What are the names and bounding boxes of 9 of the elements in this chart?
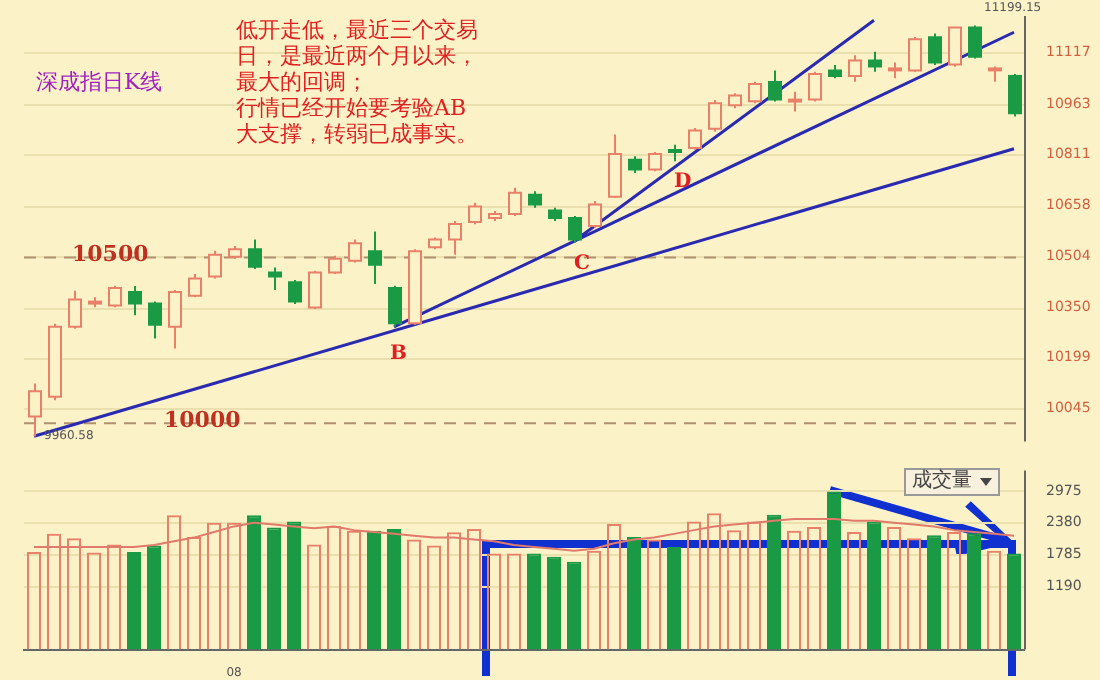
annotation: 成交量	[912, 470, 972, 494]
ref-line-label: 10000	[164, 407, 242, 434]
annotation: B	[390, 343, 407, 366]
annotation: C	[574, 253, 590, 276]
annotation: 低开走低，最近三个交易日，是最近两个月以来，最大的回调；	[236, 16, 478, 95]
ref-line-label: 10500	[72, 241, 150, 268]
annotation: 行情已经开始要考验AB大支撑，转弱已成事实。	[236, 94, 478, 147]
annotation: D	[674, 171, 692, 194]
text: 深成指日K线	[36, 68, 163, 95]
